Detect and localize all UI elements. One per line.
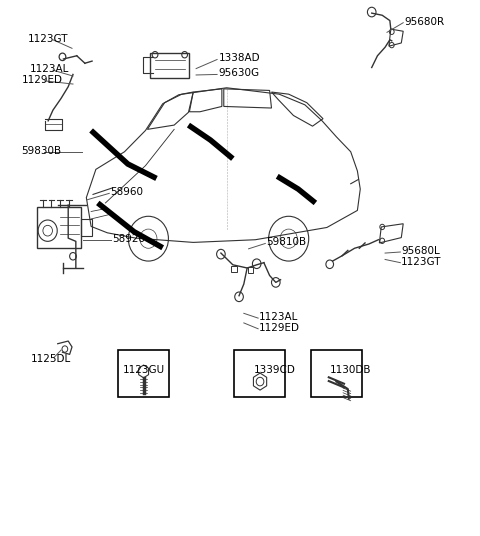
Bar — [37, 207, 81, 248]
Bar — [150, 53, 190, 78]
Text: 1339CD: 1339CD — [253, 366, 295, 375]
Text: 1123GU: 1123GU — [122, 366, 165, 375]
Text: 1129ED: 1129ED — [22, 75, 62, 85]
Text: 95680R: 95680R — [405, 17, 445, 27]
Text: 95630G: 95630G — [218, 69, 260, 78]
Text: 1123GT: 1123GT — [401, 257, 442, 266]
Bar — [118, 350, 169, 397]
Bar — [81, 219, 92, 236]
Bar — [234, 350, 285, 397]
Text: 95680L: 95680L — [401, 246, 440, 256]
Text: 1338AD: 1338AD — [218, 54, 260, 63]
Bar — [311, 350, 362, 397]
Text: 58920: 58920 — [112, 234, 145, 244]
Text: 1129ED: 1129ED — [259, 323, 300, 333]
Text: 1123AL: 1123AL — [259, 312, 299, 322]
Text: 1130DB: 1130DB — [330, 366, 372, 375]
Text: 58960: 58960 — [110, 187, 143, 197]
Text: 1123GT: 1123GT — [28, 34, 68, 44]
Text: 1125DL: 1125DL — [31, 354, 71, 363]
Text: 59830B: 59830B — [22, 146, 61, 155]
Text: 59810B: 59810B — [266, 237, 306, 248]
Text: 1123AL: 1123AL — [30, 64, 70, 74]
